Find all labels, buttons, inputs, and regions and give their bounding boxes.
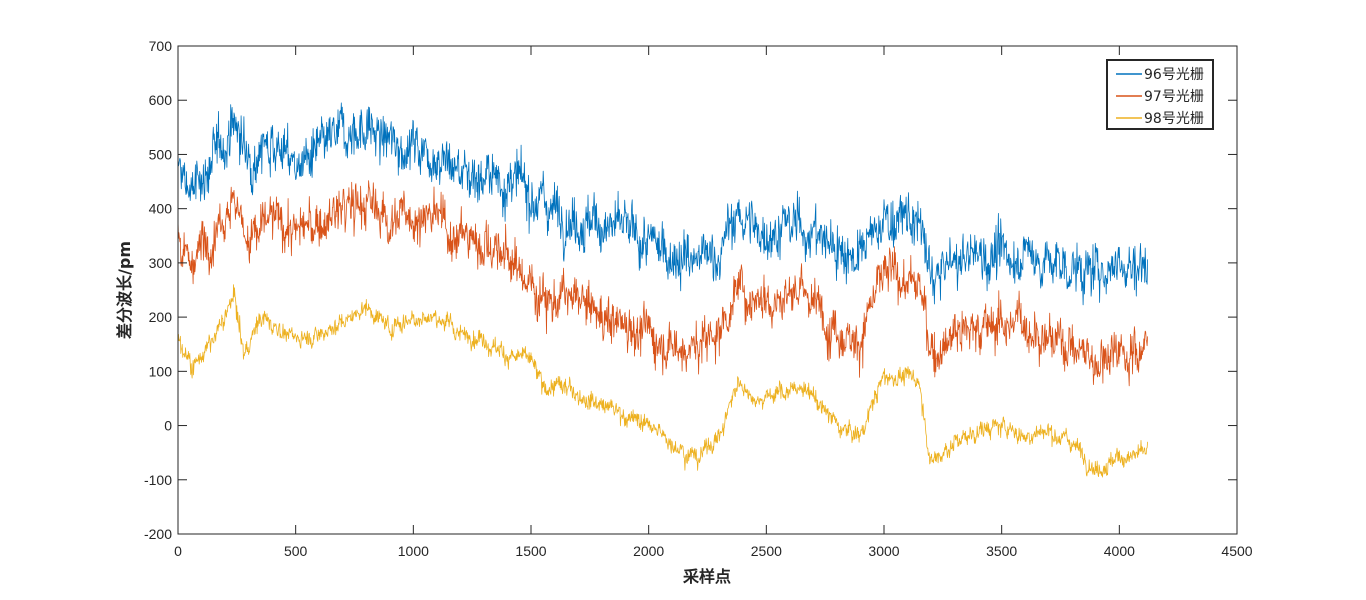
legend-item-98: 98号光栅 (1116, 111, 1204, 127)
y-tick-label: 700 (149, 38, 173, 54)
legend: 96号光栅 97号光栅 98号光栅 (1106, 59, 1214, 130)
y-tick-label: 400 (149, 201, 173, 217)
x-tick-label: 4000 (1104, 543, 1135, 559)
x-tick-label: 1500 (515, 543, 546, 559)
x-tick-label: 1000 (398, 543, 429, 559)
y-tick-label: 100 (149, 363, 173, 379)
legend-label-98: 98号光栅 (1144, 111, 1204, 127)
plot-area (178, 46, 1237, 534)
y-tick-label: 500 (149, 146, 173, 162)
series-line-2 (177, 180, 1148, 387)
x-tick-label: 2500 (751, 543, 782, 559)
legend-label-97: 97号光栅 (1144, 89, 1204, 105)
series-line-3 (177, 284, 1148, 478)
y-tick-label: -100 (144, 472, 172, 488)
series-layer (177, 102, 1148, 478)
y-tick-label: 600 (149, 92, 173, 108)
x-tick-label: 2000 (633, 543, 664, 559)
y-axis: -200 -100 0 100 200 300 400 500 600 700 (144, 38, 1237, 542)
legend-item-96: 96号光栅 (1116, 67, 1204, 83)
x-tick-label: 3000 (868, 543, 899, 559)
y-tick-label: 200 (149, 309, 173, 325)
x-tick-label: 4500 (1221, 543, 1252, 559)
y-tick-label: 0 (164, 418, 172, 434)
x-tick-label: 500 (284, 543, 308, 559)
legend-label-96: 96号光栅 (1144, 67, 1204, 83)
y-tick-label: 300 (149, 255, 173, 271)
x-axis-label: 采样点 (682, 567, 731, 586)
x-tick-label: 3500 (986, 543, 1017, 559)
series-line-1 (177, 102, 1148, 306)
y-tick-label: -200 (144, 526, 172, 542)
x-tick-label: 0 (174, 543, 182, 559)
y-axis-label: 差分波长/pm (115, 241, 134, 339)
plot-frame (177, 45, 1238, 535)
legend-item-97: 97号光栅 (1116, 89, 1204, 105)
x-axis: 0 500 1000 1500 2000 2500 3000 3500 4000 4500 (174, 46, 1253, 559)
